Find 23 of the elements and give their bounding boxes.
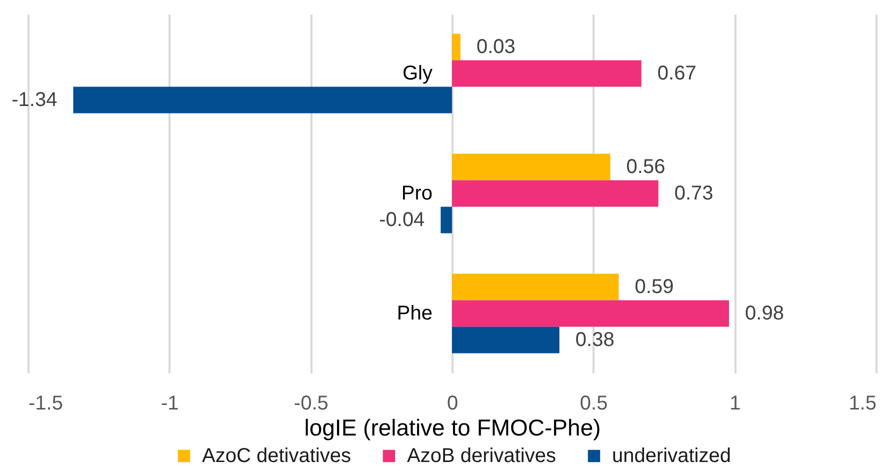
legend-label: underivatized xyxy=(612,445,731,467)
legend-label: AzoC detivatives xyxy=(202,445,351,467)
y-tick-label: Pro xyxy=(401,182,432,204)
data-label: 0.56 xyxy=(626,156,666,178)
data-label: 0.59 xyxy=(634,276,674,298)
x-tick-label: -0.5 xyxy=(294,392,328,414)
x-tick-label: 1 xyxy=(730,392,741,414)
x-axis-title: logIE (relative to FMOC-Phe) xyxy=(304,414,601,440)
data-label: 0.98 xyxy=(745,302,784,325)
y-tick-label: Gly xyxy=(402,62,432,84)
x-tick-label: 1.5 xyxy=(848,392,876,414)
legend-label: AzoB derivatives xyxy=(407,445,556,467)
x-tick-label: -1 xyxy=(160,392,179,414)
data-label: -1.34 xyxy=(12,88,58,111)
data-label: 0.03 xyxy=(476,36,516,58)
x-tick-label: -1.5 xyxy=(28,392,63,414)
x-tick-label: 0.5 xyxy=(580,392,608,414)
data-label: 0.38 xyxy=(575,329,614,352)
data-label: -0.04 xyxy=(379,209,425,232)
data-label: 0.67 xyxy=(657,62,696,84)
y-tick-label: Phe xyxy=(396,302,432,325)
data-label: 0.73 xyxy=(674,182,714,204)
x-tick-label: 0 xyxy=(446,392,458,414)
